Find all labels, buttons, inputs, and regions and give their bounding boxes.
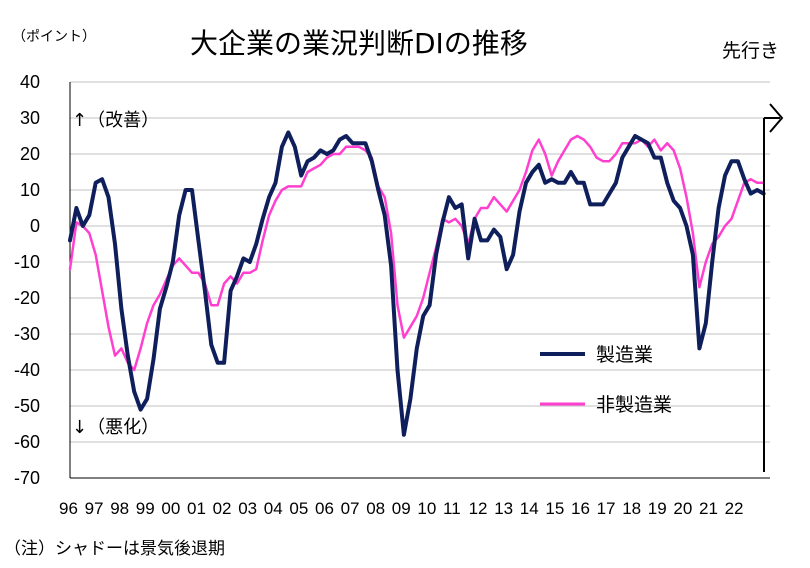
annotation-worsen: ↓（悪化） <box>72 417 159 438</box>
y-axis-unit-label: （ポイント） <box>12 29 96 45</box>
annotation-improve: ↑（改善） <box>72 110 159 131</box>
y-tick-label: 0 <box>30 216 40 236</box>
x-tick-label: 20 <box>673 499 692 518</box>
x-tick-label: 99 <box>136 499 155 518</box>
x-tick-label: 15 <box>545 499 564 518</box>
series-line-manufacturing <box>68 130 766 437</box>
y-tick-label: -70 <box>14 468 40 488</box>
forecast-marker <box>763 103 784 472</box>
y-tick-label: -50 <box>14 396 40 416</box>
x-tick-label: 22 <box>725 499 744 518</box>
x-tick-label: 02 <box>213 499 232 518</box>
x-tick-labels: 96 97 98 99 00 01 02 03 04 05 06 07 08 09 10 11 12 13 14 15… <box>59 499 744 518</box>
y-tick-label: -20 <box>14 288 40 308</box>
x-tick-label: 03 <box>238 499 257 518</box>
x-tick-label: 16 <box>571 499 590 518</box>
x-tick-label: 11 <box>443 499 461 518</box>
legend-label-non-manufacturing: 非製造業 <box>596 394 672 416</box>
x-tick-label: 98 <box>110 499 129 518</box>
legend: 製造業 非製造業 <box>540 344 672 416</box>
chart-title: 大企業の業況判断DIの推移 <box>190 27 528 60</box>
legend-label-manufacturing: 製造業 <box>596 344 653 366</box>
x-tick-label: 17 <box>597 499 616 518</box>
footnote: （注）シャドーは景気後退期 <box>4 539 225 559</box>
x-tick-label: 05 <box>289 499 308 518</box>
y-tick-label: 40 <box>20 72 40 92</box>
x-tick-label: 04 <box>264 499 283 518</box>
axes <box>69 82 770 479</box>
y-tick-label: -10 <box>14 252 40 272</box>
forecast-arrow-head <box>769 103 784 133</box>
x-tick-label: 09 <box>392 499 411 518</box>
x-tick-label: 08 <box>366 499 385 518</box>
y-tick-label: 10 <box>20 180 40 200</box>
x-tick-label: 01 <box>187 499 206 518</box>
y-tick-label: -30 <box>14 324 40 344</box>
x-tick-label: 13 <box>494 499 513 518</box>
x-tick-label: 18 <box>622 499 641 518</box>
y-tick-label: -60 <box>14 432 40 452</box>
x-tick-label: 19 <box>648 499 667 518</box>
y-tick-label: 20 <box>20 144 40 164</box>
y-tick-label: 30 <box>20 108 40 128</box>
forecast-label: 先行き <box>722 40 780 62</box>
x-tick-label: 10 <box>417 499 436 518</box>
x-tick-label: 96 <box>59 499 78 518</box>
x-tick-label: 07 <box>341 499 360 518</box>
x-tick-label: 14 <box>520 499 539 518</box>
x-tick-label: 97 <box>85 499 104 518</box>
y-tick-labels: 40 30 20 10 0 -10 -20 -30 -40 -50 -60 -70 <box>14 72 40 488</box>
x-tick-label: 06 <box>315 499 334 518</box>
x-tick-label: 21 <box>699 499 718 518</box>
y-tick-label: -40 <box>14 360 40 380</box>
series-lines <box>68 130 766 437</box>
x-tick-label: 12 <box>469 499 488 518</box>
x-tick-label: 00 <box>161 499 180 518</box>
